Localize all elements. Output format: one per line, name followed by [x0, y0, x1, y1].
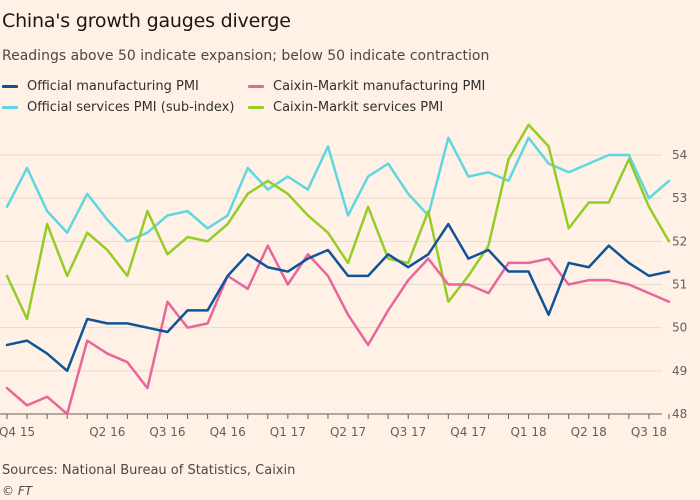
source-note: Sources: National Bureau of Statistics, … — [2, 463, 296, 478]
chart-subtitle: Readings above 50 indicate expansion; be… — [2, 48, 490, 64]
chart-title: China's growth gauges diverge — [2, 10, 291, 32]
legend-label-official-manufacturing: Official manufacturing PMI — [27, 79, 199, 94]
x-tick-label: Q4 16 — [210, 425, 246, 439]
legend-label-caixin-manufacturing: Caixin-Markit manufacturing PMI — [273, 79, 486, 94]
x-tick-label: Q2 18 — [571, 425, 607, 439]
gridlines — [0, 154, 662, 372]
x-axis: Q4 15 Q2 16 Q3 16 Q4 16 Q1 17 Q2 17 Q3 17 Q4 17… — [0, 413, 670, 439]
x-tick-label: Q2 17 — [330, 425, 366, 439]
legend-item-official-manufacturing: Official manufacturing PMI — [2, 79, 199, 94]
y-tick-label: 53 — [672, 191, 687, 205]
y-axis-labels: 48 49 50 51 52 53 54 — [672, 148, 687, 421]
x-tick-label: Q2 16 — [89, 425, 125, 439]
series-line-caixin-services — [5, 123, 671, 321]
legend-swatch-caixin-manufacturing — [248, 85, 264, 88]
x-tick-label: Q1 18 — [510, 425, 546, 439]
series-lines — [5, 123, 671, 416]
y-tick-label: 49 — [672, 364, 687, 378]
series-line-caixin-manufacturing — [5, 244, 671, 416]
x-tick-label: Q4 15 — [0, 425, 35, 439]
legend-label-caixin-services: Caixin-Markit services PMI — [273, 100, 444, 115]
legend-item-caixin-manufacturing: Caixin-Markit manufacturing PMI — [248, 79, 485, 94]
legend-swatch-official-manufacturing — [2, 85, 18, 88]
legend: Official manufacturing PMI Caixin-Markit… — [2, 79, 692, 123]
copyright-note: © FT — [2, 484, 33, 498]
series-line-official-services — [5, 136, 671, 243]
y-tick-label: 48 — [672, 407, 687, 421]
legend-item-caixin-services: Caixin-Markit services PMI — [248, 100, 443, 115]
legend-swatch-official-services — [2, 106, 18, 109]
x-tick-label: Q4 17 — [450, 425, 486, 439]
series-line-official-manufacturing — [5, 222, 671, 373]
legend-swatch-caixin-services — [248, 106, 264, 109]
x-tick-label: Q1 17 — [270, 425, 306, 439]
legend-label-official-services: Official services PMI (sub-index) — [27, 100, 235, 115]
x-tick-label: Q3 16 — [149, 425, 185, 439]
y-tick-label: 51 — [672, 278, 687, 292]
y-tick-label: 52 — [672, 234, 687, 248]
x-tick-label: Q3 18 — [631, 425, 667, 439]
line-chart: Q4 15 Q2 16 Q3 16 Q4 16 Q1 17 Q2 17 Q3 17 Q4 17… — [0, 123, 687, 439]
y-tick-label: 50 — [672, 321, 687, 335]
y-tick-label: 54 — [672, 148, 687, 162]
x-tick-label: Q3 17 — [390, 425, 426, 439]
legend-item-official-services: Official services PMI (sub-index) — [2, 100, 234, 115]
